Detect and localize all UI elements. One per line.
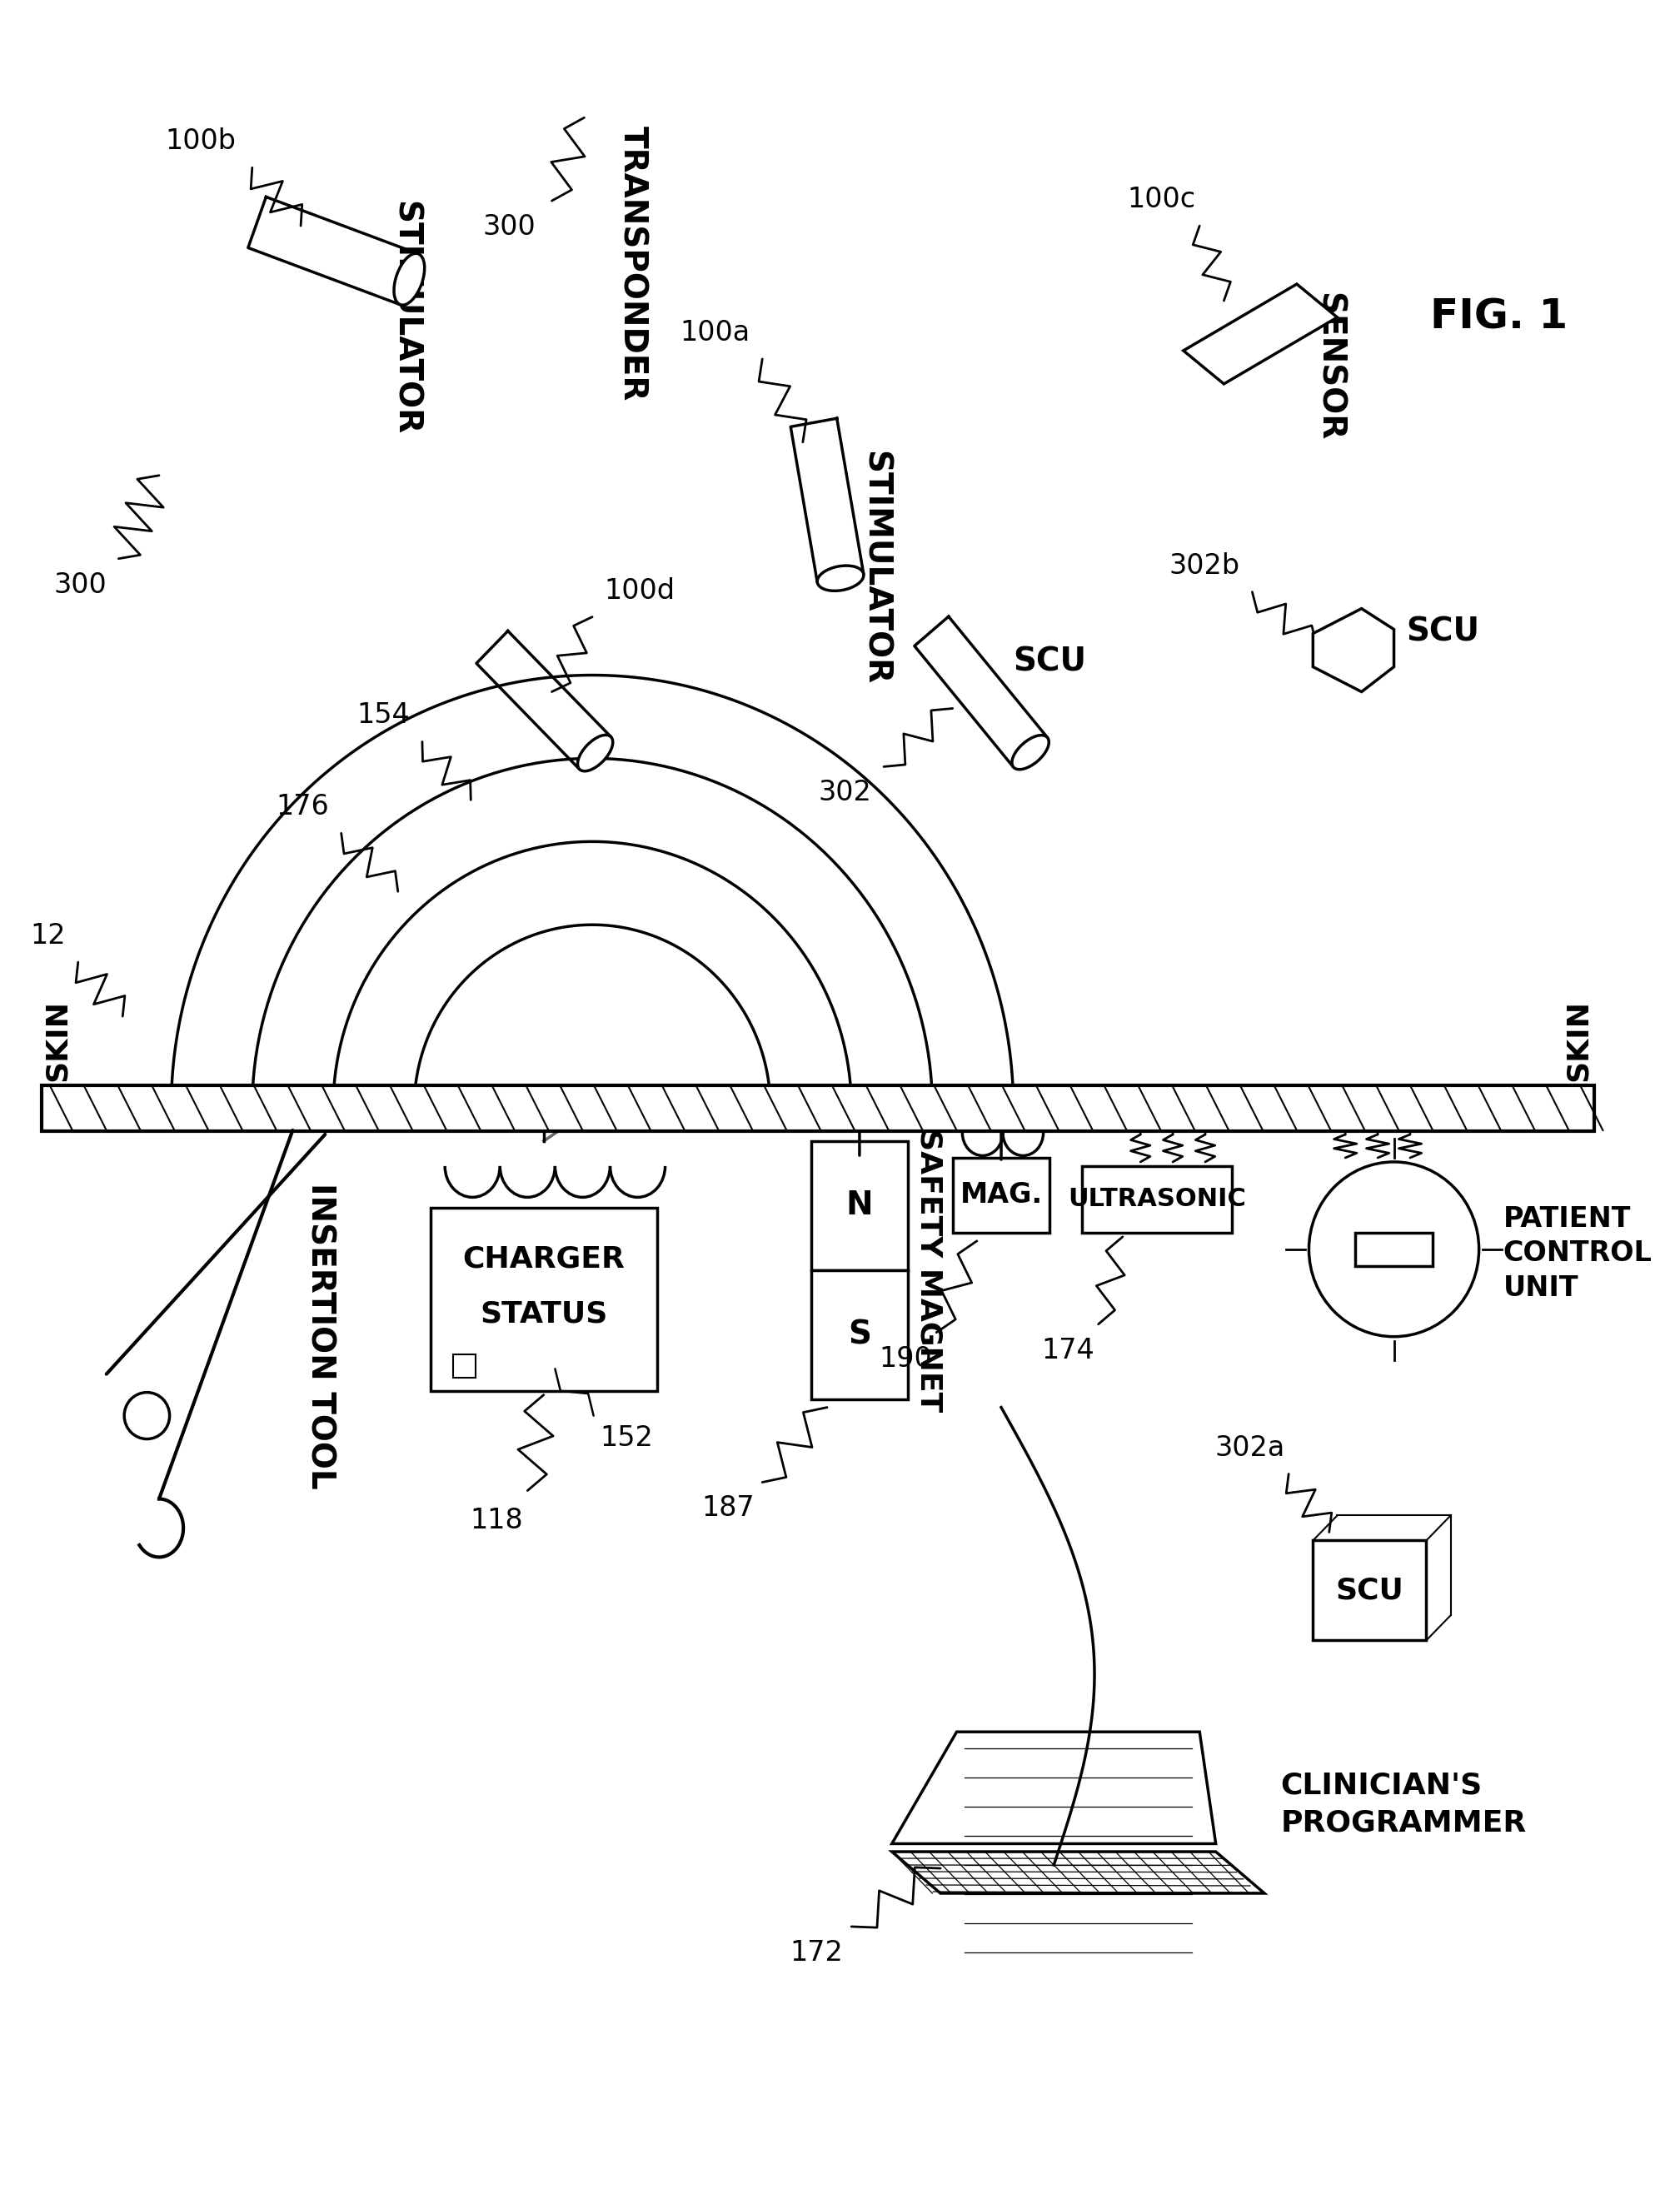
- Polygon shape: [1183, 285, 1337, 383]
- Text: STIMULATOR: STIMULATOR: [390, 201, 422, 436]
- Text: PATIENT: PATIENT: [1504, 1206, 1631, 1232]
- Ellipse shape: [393, 254, 425, 304]
- Text: 174: 174: [1042, 1337, 1094, 1364]
- Text: 302b: 302b: [1169, 552, 1240, 580]
- Text: SCU: SCU: [1013, 646, 1087, 679]
- Text: 100b: 100b: [165, 127, 235, 155]
- Bar: [1314, 1541, 1426, 1640]
- Ellipse shape: [578, 736, 613, 771]
- Text: ULTRASONIC: ULTRASONIC: [1067, 1186, 1247, 1211]
- Text: SAFETY MAGNET: SAFETY MAGNET: [914, 1127, 942, 1412]
- Text: SKIN: SKIN: [44, 1000, 72, 1081]
- Text: 118: 118: [470, 1508, 524, 1534]
- Text: MAG.: MAG.: [959, 1182, 1043, 1208]
- Text: 152: 152: [600, 1425, 654, 1451]
- Text: UNIT: UNIT: [1504, 1274, 1579, 1302]
- Bar: [1356, 1232, 1433, 1265]
- Bar: [430, 1208, 657, 1390]
- Text: SKIN: SKIN: [1564, 1000, 1593, 1081]
- Text: SCU: SCU: [1336, 1576, 1404, 1605]
- Polygon shape: [1314, 609, 1394, 692]
- Text: INSERTION TOOL: INSERTION TOOL: [304, 1182, 336, 1489]
- Text: TRANSPONDER: TRANSPONDER: [617, 127, 648, 401]
- Text: SCU: SCU: [1406, 615, 1480, 648]
- Text: 302: 302: [818, 779, 872, 806]
- Text: 176: 176: [276, 792, 329, 821]
- Polygon shape: [892, 1731, 1216, 1843]
- Text: 100a: 100a: [680, 320, 751, 346]
- Bar: [811, 1270, 909, 1399]
- Bar: [811, 1140, 909, 1270]
- Text: 100c: 100c: [1127, 186, 1196, 212]
- Text: 187: 187: [701, 1495, 754, 1521]
- Text: CHARGER: CHARGER: [462, 1246, 625, 1274]
- Polygon shape: [892, 1852, 1265, 1893]
- Text: 100d: 100d: [605, 578, 675, 604]
- Text: 172: 172: [790, 1939, 843, 1966]
- Bar: [953, 1158, 1050, 1232]
- Text: 12: 12: [30, 922, 66, 950]
- Text: SENSOR: SENSOR: [1314, 293, 1344, 440]
- Text: STATUS: STATUS: [480, 1300, 608, 1329]
- Text: 154: 154: [356, 703, 410, 729]
- Text: CLINICIAN'S: CLINICIAN'S: [1280, 1771, 1482, 1799]
- Text: S: S: [848, 1318, 872, 1351]
- Text: N: N: [847, 1191, 874, 1221]
- Text: PROGRAMMER: PROGRAMMER: [1280, 1808, 1527, 1837]
- Bar: [454, 1355, 475, 1377]
- Text: 300: 300: [54, 571, 106, 598]
- Text: STIMULATOR: STIMULATOR: [860, 451, 890, 685]
- Text: CONTROL: CONTROL: [1504, 1239, 1651, 1267]
- Ellipse shape: [816, 565, 864, 591]
- Bar: [1082, 1167, 1231, 1232]
- Text: FIG. 1: FIG. 1: [1430, 298, 1567, 337]
- Ellipse shape: [1011, 736, 1048, 771]
- Bar: [42, 1086, 1594, 1132]
- Text: 300: 300: [482, 212, 536, 241]
- Text: 302a: 302a: [1215, 1434, 1285, 1462]
- Text: 190: 190: [879, 1344, 932, 1373]
